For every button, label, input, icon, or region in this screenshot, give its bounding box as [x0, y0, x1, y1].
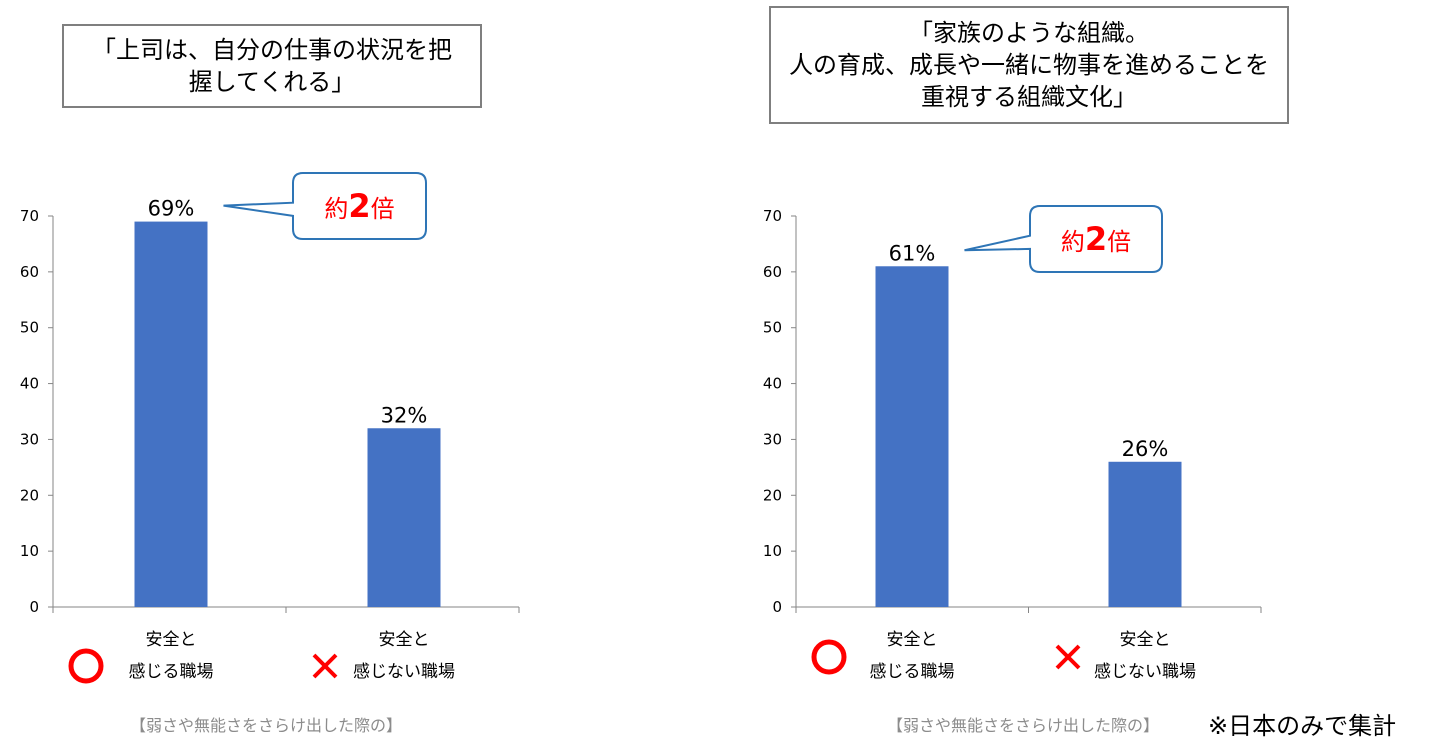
y-tick-label: 60 — [20, 263, 39, 281]
data-label: 32% — [381, 403, 428, 427]
data-label: 61% — [889, 241, 936, 265]
footnote: ※日本のみで集計 — [1208, 712, 1397, 740]
callout-number: 2 — [348, 187, 370, 225]
cross-mark-icon — [1055, 644, 1081, 670]
cross-mark-icon — [312, 653, 338, 679]
callout-prefix: 約 — [1061, 228, 1085, 256]
y-tick-label: 40 — [20, 375, 39, 393]
callout-text: 約2倍 — [324, 187, 394, 225]
chart-title-left: 「上司は、自分の仕事の状況を把 握してくれる」 — [92, 36, 452, 96]
callout-number: 2 — [1085, 220, 1107, 258]
category-label: 安全と — [146, 630, 197, 650]
y-tick-label: 20 — [763, 486, 782, 504]
y-tick-label: 0 — [772, 598, 782, 616]
bar — [1108, 461, 1182, 607]
y-tick-label: 70 — [763, 207, 782, 225]
y-tick-label: 0 — [29, 598, 39, 616]
chart-note-left: 【弱さや無能さをさらけ出した際の】 — [130, 716, 403, 735]
bar — [367, 428, 441, 607]
category-label: 安全と — [1120, 630, 1171, 650]
y-tick-label: 50 — [20, 319, 39, 337]
chart-note-right: 【弱さや無能さをさらけ出した際の】 — [887, 716, 1160, 735]
callout-bubble — [223, 172, 427, 240]
y-tick-label: 10 — [20, 542, 39, 560]
chart-title-box-right: 「家族のような組織。 人の育成、成長や一緒に物事を進めることを 重視する組織文化… — [769, 6, 1289, 124]
callout-prefix: 約 — [324, 195, 348, 223]
circle-mark-icon — [68, 648, 104, 684]
callout-suffix: 倍 — [371, 195, 395, 223]
bar — [875, 266, 949, 607]
circle-mark-icon — [811, 639, 847, 675]
y-tick-label: 60 — [763, 263, 782, 281]
bar — [134, 221, 208, 608]
chart-title-right: 「家族のような組織。 人の育成、成長や一緒に物事を進めることを 重視する組織文化… — [789, 19, 1269, 111]
y-tick-label: 30 — [763, 430, 782, 448]
category-label: 感じる職場 — [870, 662, 955, 682]
data-label: 26% — [1122, 437, 1169, 461]
y-tick-label: 40 — [763, 375, 782, 393]
y-tick-label: 50 — [763, 319, 782, 337]
callout-bubble — [964, 205, 1163, 273]
category-label: 感じない職場 — [353, 662, 455, 682]
category-label: 感じない職場 — [1094, 662, 1196, 682]
y-tick-label: 10 — [763, 542, 782, 560]
category-label: 感じる職場 — [129, 662, 214, 682]
y-tick-label: 30 — [20, 430, 39, 448]
category-label: 安全と — [887, 630, 938, 650]
callout-text: 約2倍 — [1061, 220, 1131, 258]
y-tick-label: 20 — [20, 486, 39, 504]
callout-suffix: 倍 — [1107, 228, 1131, 256]
chart-title-box-left: 「上司は、自分の仕事の状況を把 握してくれる」 — [62, 24, 482, 108]
data-label: 69% — [148, 197, 195, 221]
category-label: 安全と — [379, 630, 430, 650]
y-tick-label: 70 — [20, 207, 39, 225]
